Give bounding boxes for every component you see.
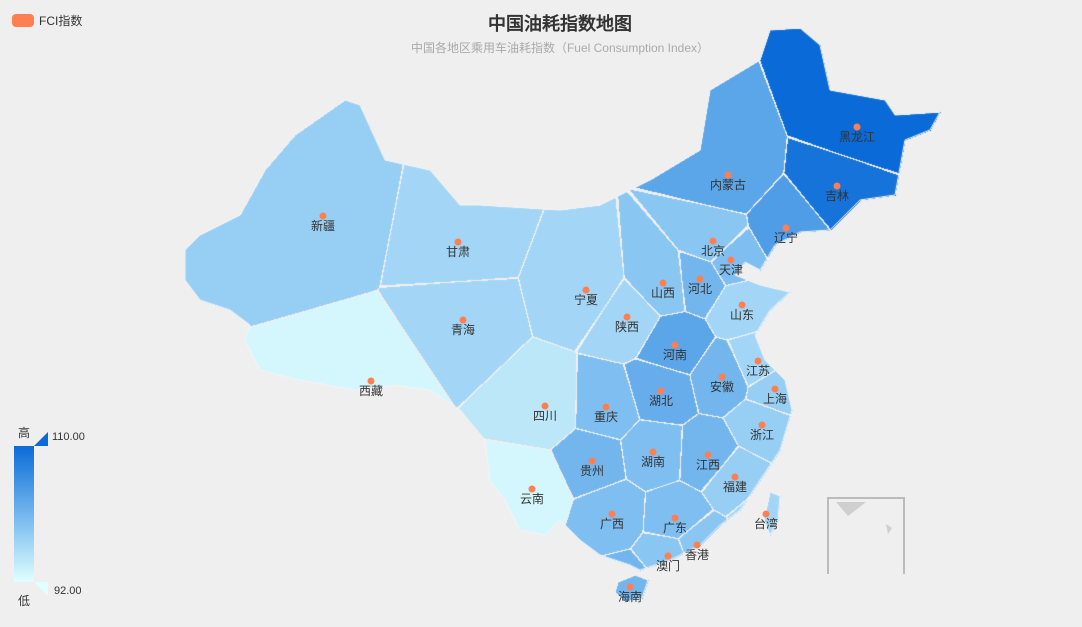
region-marker[interactable] [626, 583, 634, 591]
region-label: 宁夏 [573, 293, 599, 307]
region-marker[interactable] [459, 316, 467, 324]
region-label: 河南 [662, 348, 688, 362]
region-marker[interactable] [738, 301, 746, 309]
region-marker[interactable] [671, 341, 679, 349]
region-marker[interactable] [754, 357, 762, 365]
region-label: 江苏 [745, 364, 771, 378]
region-marker[interactable] [608, 510, 616, 518]
region-label: 天津 [718, 263, 744, 277]
chart-title: 中国油耗指数地图 [488, 14, 632, 34]
region-label: 福建 [722, 480, 748, 494]
region-marker[interactable] [588, 457, 596, 465]
region-marker[interactable] [319, 212, 327, 220]
region-marker[interactable] [657, 387, 665, 395]
region-marker[interactable] [582, 286, 590, 294]
visual-map-max-handle[interactable] [34, 430, 50, 446]
region-marker[interactable] [659, 279, 667, 287]
region-label: 湖北 [648, 394, 674, 408]
region-label: 山东 [729, 308, 755, 322]
visual-map-low-label: 低 [18, 594, 31, 608]
region-label: 北京 [700, 244, 726, 258]
region-label: 辽宁 [773, 231, 799, 245]
region-marker[interactable] [541, 402, 549, 410]
region-marker[interactable] [623, 313, 631, 321]
region-marker[interactable] [696, 275, 704, 283]
region-marker[interactable] [731, 473, 739, 481]
visual-map-max-value: 110.00 [52, 431, 85, 443]
region-label: 山西 [650, 286, 676, 300]
region-label: 新疆 [310, 219, 336, 233]
visual-map-min-value: 92.00 [54, 585, 82, 597]
region-label: 云南 [519, 492, 545, 506]
region-label: 澳门 [655, 559, 681, 573]
legend-label: FCI指数 [39, 14, 83, 28]
region-marker[interactable] [853, 123, 861, 131]
visual-map-gradient-bar[interactable] [14, 446, 34, 582]
region-marker[interactable] [528, 485, 536, 493]
region-label: 台湾 [753, 517, 779, 531]
region-marker[interactable] [782, 224, 790, 232]
region-marker[interactable] [454, 238, 462, 246]
region-label: 安徽 [709, 380, 735, 394]
visual-map[interactable] [14, 446, 34, 582]
visual-map-high-label: 高 [18, 426, 31, 440]
region-label: 重庆 [593, 410, 619, 424]
region-marker[interactable] [664, 552, 672, 560]
region-label: 浙江 [749, 428, 775, 442]
region-marker[interactable] [367, 377, 375, 385]
region-label: 湖南 [640, 455, 666, 469]
region-marker[interactable] [704, 451, 712, 459]
region-label: 青海 [450, 323, 476, 337]
region-marker[interactable] [758, 421, 766, 429]
region-label: 河北 [687, 282, 713, 296]
legend-item-fci[interactable]: FCI指数 [12, 12, 82, 29]
region-label: 广东 [662, 521, 688, 535]
region-label: 陕西 [614, 320, 640, 334]
region-label: 四川 [532, 409, 558, 423]
region-label: 贵州 [579, 464, 605, 478]
region-marker[interactable] [718, 373, 726, 381]
region-marker[interactable] [602, 403, 610, 411]
region-marker[interactable] [771, 385, 779, 393]
legend-swatch [12, 14, 34, 27]
region-label: 上海 [762, 392, 788, 406]
region-label: 黑龙江 [838, 130, 876, 144]
region-label: 甘肃 [445, 245, 471, 259]
region-label: 西藏 [358, 384, 384, 398]
region-label: 内蒙古 [709, 178, 747, 192]
region-label: 海南 [617, 590, 643, 604]
region-marker[interactable] [762, 510, 770, 518]
region-label: 广西 [599, 517, 625, 531]
region-marker[interactable] [724, 171, 732, 179]
region-label: 吉林 [824, 189, 850, 203]
south-china-sea-inset [827, 497, 905, 574]
region-marker[interactable] [693, 541, 701, 549]
region-marker[interactable] [671, 514, 679, 522]
region-marker[interactable] [709, 237, 717, 245]
visual-map-min-handle[interactable] [34, 582, 50, 598]
region-marker[interactable] [833, 182, 841, 190]
chart-subtitle: 中国各地区乘用车油耗指数（Fuel Consumption Index） [410, 41, 710, 55]
region-marker[interactable] [649, 448, 657, 456]
region-label: 江西 [695, 458, 721, 472]
region-label: 香港 [684, 548, 710, 562]
region-marker[interactable] [727, 256, 735, 264]
